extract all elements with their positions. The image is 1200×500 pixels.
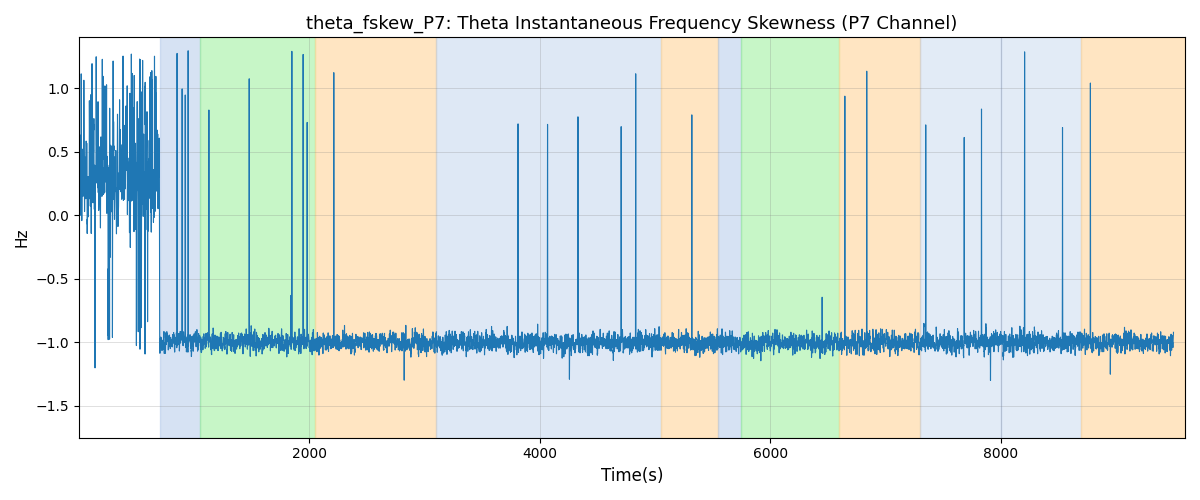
Bar [316,38,436,438]
Bar [160,38,200,438]
Bar [920,38,1001,438]
Y-axis label: Hz: Hz [14,228,30,248]
Bar [742,38,839,438]
Bar [661,38,719,438]
Bar [719,38,742,438]
Title: theta_fskew_P7: Theta Instantaneous Frequency Skewness (P7 Channel): theta_fskew_P7: Theta Instantaneous Freq… [306,15,958,34]
Bar [436,38,661,438]
Bar [200,38,316,438]
Bar [1001,38,1081,438]
Bar [1081,38,1186,438]
X-axis label: Time(s): Time(s) [601,467,664,485]
Bar [839,38,920,438]
